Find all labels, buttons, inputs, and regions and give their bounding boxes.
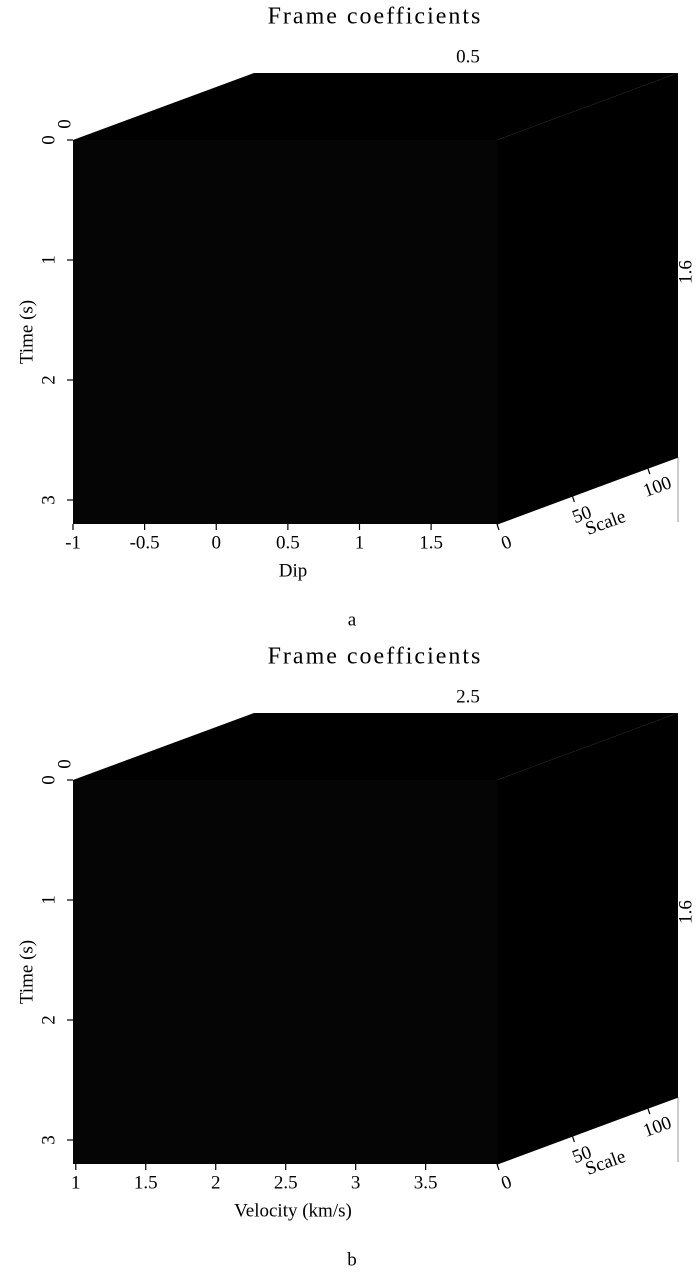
x-tick-label: 2.5 xyxy=(274,1172,298,1193)
x-tick-label: 1.5 xyxy=(134,1172,158,1193)
y-tick-label: 0 xyxy=(38,135,59,145)
z-slice-label: 0 xyxy=(54,119,75,129)
side-face xyxy=(497,713,678,1164)
y-axis-label: Time (s) xyxy=(16,300,37,364)
y-tick-label: 2 xyxy=(38,375,59,385)
x-tick-label: 3.5 xyxy=(414,1172,438,1193)
z-axis xyxy=(496,1096,679,1165)
z-tick xyxy=(496,1163,500,1171)
x-slice-label: 2.5 xyxy=(456,686,480,707)
x-tick-label: 2 xyxy=(211,1172,221,1193)
y-tick-label: 1 xyxy=(38,255,59,265)
z-slice-label: 0 xyxy=(54,759,75,769)
chart-title: Frame coefficients xyxy=(268,4,483,30)
y-tick-label: 0 xyxy=(38,775,59,785)
z-tick xyxy=(647,1107,651,1115)
y-tick-label: 3 xyxy=(38,495,59,505)
z-tick-label: 0 xyxy=(499,531,515,554)
x-tick-label: -0.5 xyxy=(130,532,160,553)
x-tick-label: 0 xyxy=(211,532,221,553)
y-tick-label: 2 xyxy=(38,1015,59,1025)
x-tick-label: 1 xyxy=(355,532,365,553)
y-axis-label: Time (s) xyxy=(16,940,37,1004)
x-tick-label: 1.5 xyxy=(419,532,443,553)
z-tick-label: 100 xyxy=(640,472,674,501)
top-face xyxy=(73,713,678,780)
y-slice-label: 1.6 xyxy=(675,260,696,284)
z-tick xyxy=(571,495,575,503)
x-tick-label: 0.5 xyxy=(276,532,300,553)
y-tick-label: 1 xyxy=(38,895,59,905)
chart-title: Frame coefficients xyxy=(268,644,483,670)
y-slice-label: 1.6 xyxy=(675,900,696,924)
top-face xyxy=(73,73,678,140)
z-tick-label: 0 xyxy=(499,1171,515,1194)
y-tick-label: 3 xyxy=(38,1135,59,1145)
x-axis-label: Velocity (km/s) xyxy=(234,1200,352,1221)
x-slice-label: 0.5 xyxy=(456,46,480,67)
z-axis xyxy=(496,456,679,525)
x-axis-label: Dip xyxy=(279,560,308,581)
z-tick xyxy=(496,523,500,531)
front-face xyxy=(73,140,497,524)
side-face xyxy=(497,73,678,524)
x-tick-label: 3 xyxy=(351,1172,361,1193)
panel-caption: a xyxy=(348,609,357,630)
x-tick-label: 1 xyxy=(71,1172,81,1193)
z-tick xyxy=(571,1135,575,1143)
z-tick-label: 100 xyxy=(640,1112,674,1141)
panel-caption: b xyxy=(347,1249,357,1270)
x-tick-label: -1 xyxy=(65,532,81,553)
z-tick xyxy=(647,467,651,475)
front-face xyxy=(73,780,497,1164)
